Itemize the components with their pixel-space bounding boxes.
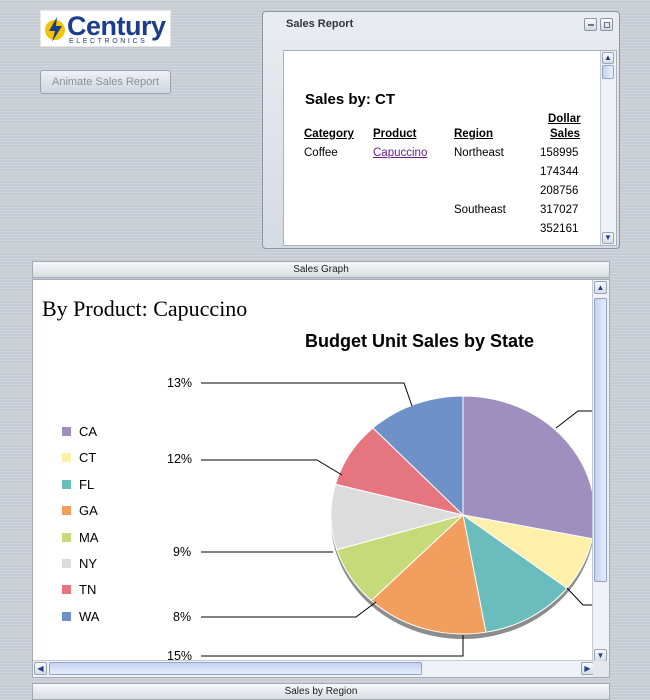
maximize-icon xyxy=(604,22,610,28)
leader-line xyxy=(555,410,595,429)
legend-item-ga: GA xyxy=(62,503,98,518)
scroll-thumb[interactable] xyxy=(594,298,607,582)
header-dollar: Dollar xyxy=(548,113,581,125)
scroll-thumb[interactable] xyxy=(49,662,422,675)
leader-line xyxy=(201,601,377,618)
legend-label: FL xyxy=(79,476,95,492)
legend-swatch xyxy=(62,585,71,595)
maximize-button[interactable] xyxy=(600,18,613,31)
legend-label: GA xyxy=(79,503,98,519)
legend-swatch xyxy=(62,427,71,436)
lightning-icon xyxy=(45,17,65,42)
legend-item-fl: FL xyxy=(62,477,94,492)
legend-swatch xyxy=(62,559,71,568)
leader-line xyxy=(201,382,413,407)
header-category: Category xyxy=(304,128,354,140)
window-title: Sales Report xyxy=(286,18,354,30)
legend-item-ca: CA xyxy=(62,424,97,439)
legend-swatch xyxy=(62,453,71,463)
graph-vertical-scrollbar[interactable]: ▲ ▼ xyxy=(592,280,609,663)
legend-item-ct: CT xyxy=(62,450,96,465)
pie-slice-wa xyxy=(372,395,464,517)
report-heading: Sales by: CT xyxy=(305,91,396,108)
pie-slice-ga xyxy=(370,514,487,635)
by-product-title: By Product: Capuccino xyxy=(42,296,248,321)
cell-value: 174344 xyxy=(540,166,579,178)
minimize-button[interactable] xyxy=(584,18,597,31)
legend-label: TN xyxy=(79,582,97,598)
pie-slice-fl xyxy=(462,513,568,633)
sales-by-region-header[interactable]: Sales by Region xyxy=(32,683,610,700)
report-content: Sales by: CT Category Product Region Dol… xyxy=(283,50,617,246)
animate-sales-report-button[interactable]: Animate Sales Report xyxy=(40,70,171,94)
scroll-up-icon[interactable]: ▲ xyxy=(594,281,607,294)
cell-value: 317027 xyxy=(540,204,579,216)
pct-label-ga: 15% xyxy=(167,649,193,663)
pct-label-tn: 12% xyxy=(167,452,193,466)
legend-swatch xyxy=(62,506,71,516)
pie-chart xyxy=(201,382,595,657)
product-link[interactable]: Capuccino xyxy=(373,147,428,159)
legend-swatch xyxy=(62,611,71,621)
sales-report-window: Sales Report Sales by: CT Category Produ… xyxy=(262,11,620,249)
cell-value: 158995 xyxy=(540,147,579,159)
sales-graph-header[interactable]: Sales Graph xyxy=(32,261,610,278)
cell-region-northeast: Northeast xyxy=(454,147,504,159)
pie-slice-ca xyxy=(462,395,595,540)
report-vertical-scrollbar[interactable]: ▲ ▼ xyxy=(600,51,616,245)
legend-label: MA xyxy=(79,529,99,545)
legend-label: CT xyxy=(79,450,97,466)
header-product: Product xyxy=(373,128,417,140)
legend-label: NY xyxy=(79,556,98,571)
scroll-up-icon[interactable]: ▲ xyxy=(602,52,614,64)
cell-value: 208756 xyxy=(540,185,579,197)
legend-label: CA xyxy=(79,424,98,439)
leader-line xyxy=(566,587,595,606)
leader-line xyxy=(201,459,343,476)
pct-label-wa: 13% xyxy=(167,376,193,390)
chart-title: Budget Unit Sales by State xyxy=(305,331,535,351)
minimize-icon xyxy=(588,24,594,26)
logo-brand: Century xyxy=(67,11,166,41)
graph-horizontal-scrollbar[interactable]: ◀ ▶ xyxy=(33,660,595,677)
header-sales: Sales xyxy=(550,128,581,140)
scroll-down-icon[interactable]: ▼ xyxy=(602,232,614,244)
scroll-left-icon[interactable]: ◀ xyxy=(34,662,47,675)
logo-subtitle: ELECTRONICS xyxy=(69,38,148,45)
legend-swatch xyxy=(62,532,71,542)
legend-swatch xyxy=(62,479,71,489)
scroll-thumb[interactable] xyxy=(602,65,614,79)
cell-region-southeast: Southeast xyxy=(454,204,506,216)
legend-item-tn: TN xyxy=(62,582,96,597)
legend-item-wa: WA xyxy=(62,609,99,624)
legend-item-ny: NY xyxy=(62,556,97,571)
legend-label: WA xyxy=(79,608,100,624)
pct-label-ma: 8% xyxy=(173,610,192,624)
header-region: Region xyxy=(454,128,493,140)
pct-label-ny: 9% xyxy=(173,545,192,559)
sales-graph-panel: By Product: Capuccino Budget Unit Sales … xyxy=(32,279,610,678)
legend-item-ma: MA xyxy=(62,530,99,545)
leader-line xyxy=(201,635,464,657)
scroll-corner xyxy=(593,661,609,677)
century-logo: Century ELECTRONICS xyxy=(40,10,171,47)
cell-category: Coffee xyxy=(304,147,338,159)
cell-value: 352161 xyxy=(540,223,579,235)
